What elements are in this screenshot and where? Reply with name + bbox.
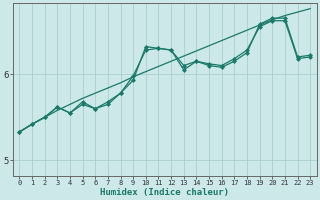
X-axis label: Humidex (Indice chaleur): Humidex (Indice chaleur) [100, 188, 229, 197]
